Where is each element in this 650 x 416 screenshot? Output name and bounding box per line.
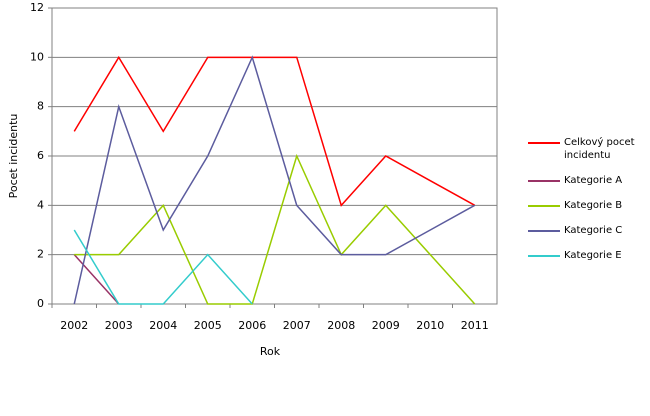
legend-entry: Kategorie B [528,199,650,212]
legend-label: Kategorie C [564,225,623,236]
legend-label: Kategorie E [564,250,622,261]
legend-entry: Celkový pocet incidentu [528,136,650,162]
series-line [74,153,476,305]
x-tick-label: 2009 [372,319,400,332]
y-tick-label: 2 [37,248,44,261]
x-tick-label: 2002 [60,319,88,332]
legend-swatch [528,180,560,182]
x-tick-label: 2005 [194,319,222,332]
x-axis-label: Rok [260,345,281,358]
x-tick-label: 2004 [149,319,177,332]
legend-swatch [528,142,560,144]
x-tick-label: 2006 [238,319,266,332]
legend-swatch [528,230,560,232]
legend-swatch [528,205,560,207]
y-tick-label: 12 [30,1,44,14]
legend-label: Celkový pocet incidentu [564,137,635,161]
y-tick-label: 8 [37,100,44,113]
series-line [73,254,120,305]
legend-entry: Kategorie E [528,249,650,262]
x-tick-label: 2010 [416,319,444,332]
legend-entry: Kategorie C [528,224,650,237]
y-tick-label: 6 [37,149,44,162]
legend-label: Kategorie B [564,200,623,211]
x-tick-label: 2007 [283,319,311,332]
legend-label: Kategorie A [564,175,623,186]
x-tick-label: 2011 [461,319,489,332]
x-tick-label: 2008 [327,319,355,332]
legend-entry: Kategorie A [528,174,650,187]
series-line [73,55,476,207]
y-tick-label: 0 [37,297,44,310]
legend-swatch [528,255,560,257]
y-axis-label: Pocet incidentu [7,114,20,199]
legend: Celkový pocet incidentu Kategorie A Katego… [528,136,650,274]
y-tick-label: 10 [30,50,44,63]
x-tick-label: 2003 [105,319,133,332]
series-line [73,55,476,305]
y-tick-label: 4 [37,198,44,211]
series-line [73,229,253,305]
